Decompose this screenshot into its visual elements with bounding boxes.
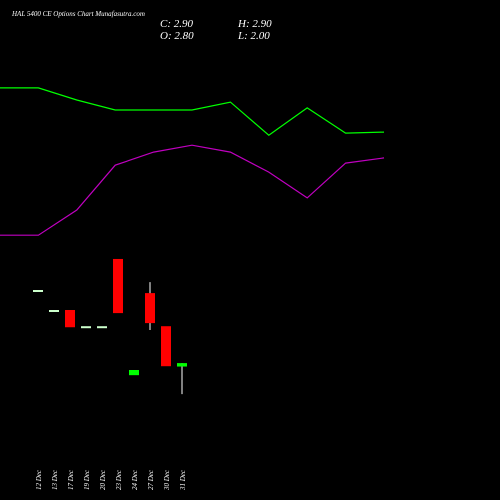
x-tick-label: 12 Dec	[35, 469, 43, 490]
x-tick-label: 30 Dec	[163, 469, 171, 491]
candle-body	[161, 326, 171, 367]
x-tick-label: 19 Dec	[83, 469, 91, 490]
candle-body	[49, 310, 59, 312]
x-tick-label: 27 Dec	[147, 469, 155, 490]
indicator-line	[0, 144, 385, 236]
candle-body	[129, 370, 139, 376]
candle-body	[33, 290, 43, 292]
x-tick-label: 23 Dec	[115, 469, 123, 490]
x-tick-label: 31 Dec	[179, 469, 187, 491]
ohlc-text: O: 2.80	[160, 30, 194, 42]
candle-body	[81, 326, 91, 329]
ohlc-text: C: 2.90	[160, 18, 194, 30]
x-tick-label: 20 Dec	[99, 469, 107, 490]
x-tick-label: 24 Dec	[131, 469, 139, 490]
candle-body	[113, 258, 123, 314]
candle-body	[97, 326, 107, 329]
candle-body	[177, 363, 187, 367]
chart-title: HAL 5400 CE Options Chart Munafasutra.co…	[11, 10, 145, 18]
ohlc-text: L: 2.00	[237, 30, 270, 42]
candle-body	[65, 310, 75, 328]
indicator-line	[0, 87, 385, 136]
candle-body	[145, 293, 155, 324]
x-tick-label: 13 Dec	[51, 469, 59, 490]
x-tick-label: 17 Dec	[67, 469, 75, 490]
ohlc-text: H: 2.90	[237, 18, 272, 30]
